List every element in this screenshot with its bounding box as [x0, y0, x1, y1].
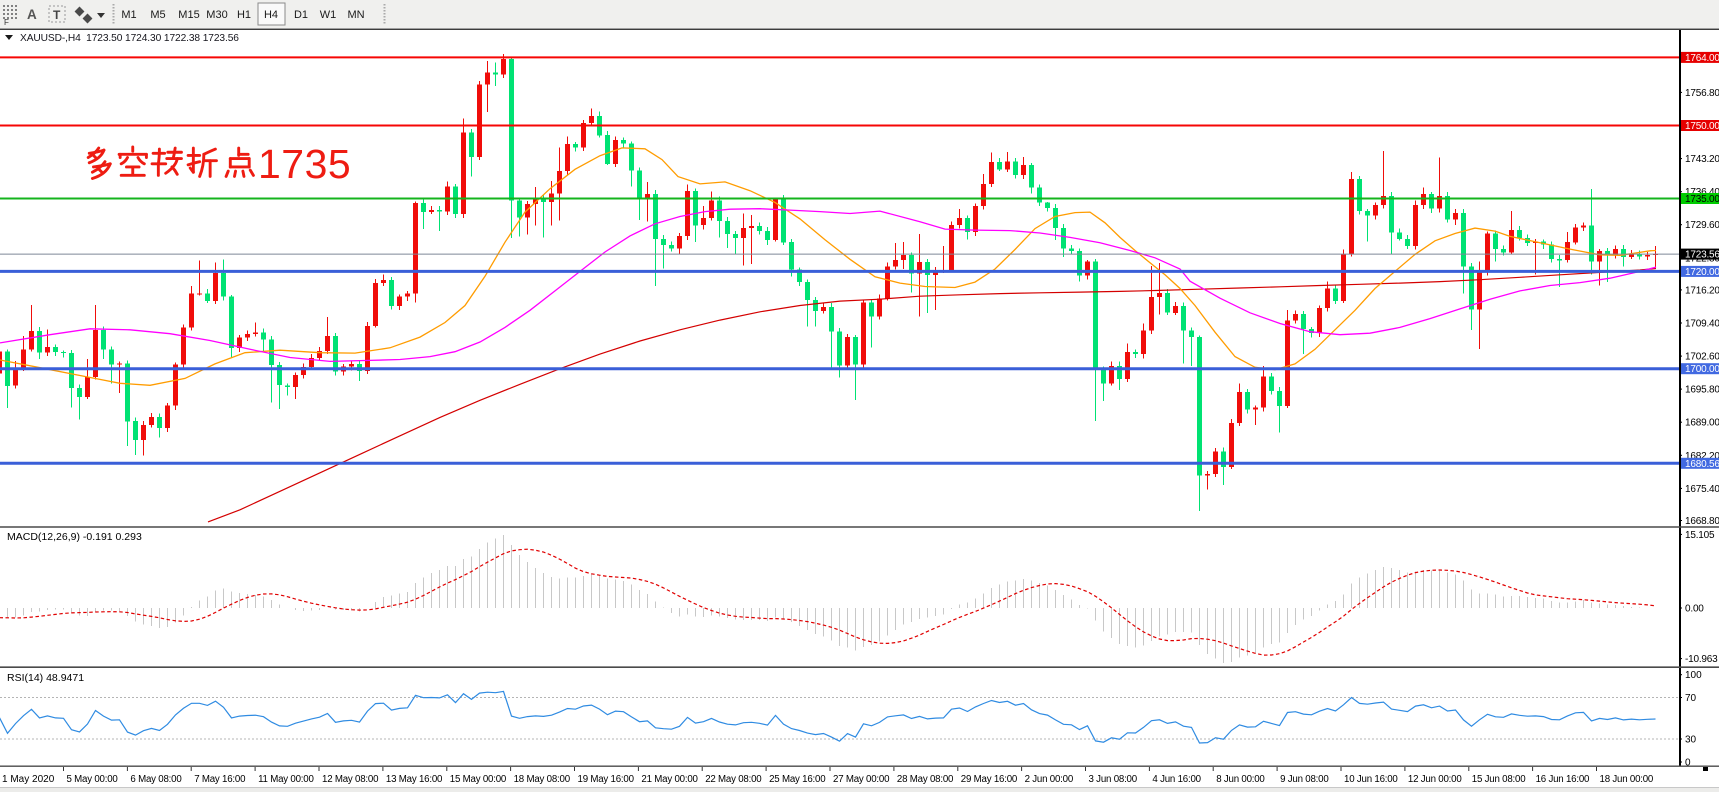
svg-text:11 May 00:00: 11 May 00:00: [258, 774, 314, 785]
svg-text:H4: H4: [264, 9, 278, 21]
svg-text:16 Jun 16:00: 16 Jun 16:00: [1536, 774, 1590, 785]
svg-text:1702.60: 1702.60: [1685, 352, 1719, 363]
svg-text:25 May 16:00: 25 May 16:00: [769, 774, 826, 785]
svg-text:1735: 1735: [258, 141, 351, 187]
svg-text:1 May 2020: 1 May 2020: [2, 774, 55, 785]
svg-text:15 May 00:00: 15 May 00:00: [450, 774, 507, 785]
svg-text:18 Jun 00:00: 18 Jun 00:00: [1600, 774, 1654, 785]
svg-text:1736.40: 1736.40: [1685, 187, 1719, 198]
svg-text:1682.20: 1682.20: [1685, 451, 1719, 462]
svg-text:1695.80: 1695.80: [1685, 385, 1719, 396]
svg-text:F: F: [4, 18, 9, 27]
svg-text:D1: D1: [294, 9, 308, 21]
svg-text:1735.00: 1735.00: [1685, 194, 1719, 205]
svg-text:19 May 16:00: 19 May 16:00: [578, 774, 635, 785]
svg-text:1720.00: 1720.00: [1685, 267, 1719, 278]
svg-text:1750.00: 1750.00: [1685, 121, 1719, 132]
svg-text:1764.00: 1764.00: [1685, 53, 1719, 64]
svg-text:1756.80: 1756.80: [1685, 88, 1719, 99]
svg-text:RSI(14) 48.9471: RSI(14) 48.9471: [7, 672, 84, 684]
svg-text:70: 70: [1685, 693, 1697, 704]
svg-text:12 Jun 00:00: 12 Jun 00:00: [1408, 774, 1462, 785]
svg-text:1680.56: 1680.56: [1685, 459, 1719, 470]
svg-text:10 Jun 16:00: 10 Jun 16:00: [1344, 774, 1398, 785]
svg-text:-10.963: -10.963: [1685, 654, 1718, 665]
svg-text:15.105: 15.105: [1685, 530, 1715, 541]
svg-text:5 May 00:00: 5 May 00:00: [67, 774, 119, 785]
svg-text:2 Jun 00:00: 2 Jun 00:00: [1025, 774, 1074, 785]
svg-text:8 Jun 00:00: 8 Jun 00:00: [1216, 774, 1265, 785]
svg-text:9 Jun 08:00: 9 Jun 08:00: [1280, 774, 1329, 785]
svg-text:6 May 08:00: 6 May 08:00: [130, 774, 182, 785]
svg-text:MN: MN: [347, 9, 364, 21]
svg-text:12 May 08:00: 12 May 08:00: [322, 774, 379, 785]
svg-text:29 May 16:00: 29 May 16:00: [961, 774, 1018, 785]
svg-text:27 May 00:00: 27 May 00:00: [833, 774, 890, 785]
svg-text:100: 100: [1685, 670, 1702, 681]
svg-text:MACD(12,26,9) -0.191 0.293: MACD(12,26,9) -0.191 0.293: [7, 531, 142, 543]
svg-text:0: 0: [1685, 758, 1691, 769]
svg-text:A: A: [27, 7, 37, 22]
svg-text:15 Jun 08:00: 15 Jun 08:00: [1472, 774, 1526, 785]
svg-text:XAUUSD-,H4 1723.50 1724.30 17: XAUUSD-,H4 1723.50 1724.30 1722.38 1723.…: [20, 33, 239, 44]
svg-text:1729.60: 1729.60: [1685, 220, 1719, 231]
svg-text:H1: H1: [237, 9, 251, 21]
svg-text:21 May 00:00: 21 May 00:00: [641, 774, 698, 785]
svg-text:0.00: 0.00: [1685, 604, 1704, 615]
svg-text:T: T: [53, 8, 61, 22]
svg-text:1716.20: 1716.20: [1685, 285, 1719, 296]
svg-text:22 May 08:00: 22 May 08:00: [705, 774, 762, 785]
svg-text:18 May 08:00: 18 May 08:00: [514, 774, 571, 785]
svg-text:28 May 08:00: 28 May 08:00: [897, 774, 954, 785]
svg-text:M30: M30: [206, 9, 227, 21]
svg-text:13 May 16:00: 13 May 16:00: [386, 774, 443, 785]
svg-text:3 Jun 08:00: 3 Jun 08:00: [1089, 774, 1138, 785]
svg-text:M5: M5: [150, 9, 165, 21]
svg-text:1743.20: 1743.20: [1685, 154, 1719, 165]
svg-text:1675.40: 1675.40: [1685, 484, 1719, 495]
svg-text:7 May 16:00: 7 May 16:00: [194, 774, 246, 785]
svg-text:M1: M1: [121, 9, 136, 21]
svg-text:M15: M15: [178, 9, 199, 21]
svg-text:1723.56: 1723.56: [1685, 250, 1719, 261]
svg-text:1689.00: 1689.00: [1685, 418, 1719, 429]
svg-text:1668.80: 1668.80: [1685, 516, 1719, 527]
svg-text:30: 30: [1685, 735, 1697, 746]
svg-text:W1: W1: [320, 9, 337, 21]
svg-text:1709.40: 1709.40: [1685, 319, 1719, 330]
svg-text:4 Jun 16:00: 4 Jun 16:00: [1152, 774, 1201, 785]
svg-text:1700.00: 1700.00: [1685, 364, 1719, 375]
